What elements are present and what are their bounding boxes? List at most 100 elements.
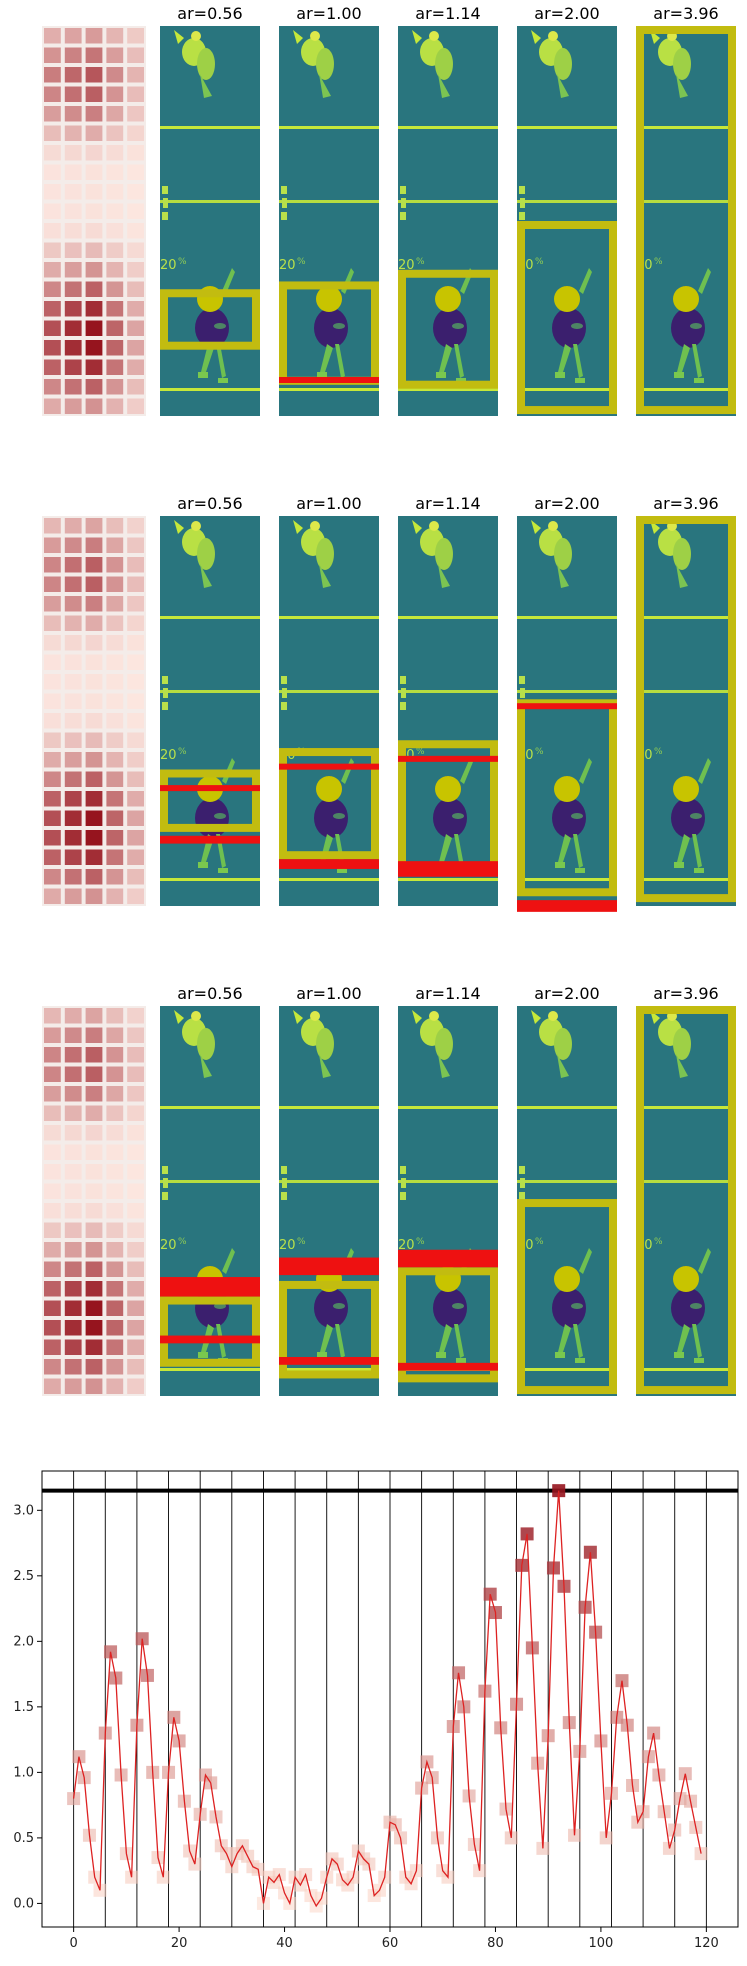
detection-box xyxy=(160,1296,260,1367)
heatmap-cell xyxy=(106,223,124,239)
heatmap-cell xyxy=(127,557,144,573)
heatmap-cell xyxy=(106,1164,124,1180)
heatmap-cell xyxy=(85,164,103,180)
heatmap-cell xyxy=(127,1359,144,1375)
heatmap-cell xyxy=(106,203,124,219)
heatmap-cell xyxy=(44,869,61,885)
panel-row: ar=0.56 ar=1.00 ar=1.14 ar=2.00 ar=3.96 xyxy=(42,4,736,416)
red-bar-marker xyxy=(279,1257,379,1276)
heatmap-cell xyxy=(44,1281,61,1297)
frame-title: ar=1.00 xyxy=(296,494,361,513)
ball-marker xyxy=(316,776,342,802)
heatmap-cell xyxy=(127,281,144,297)
frame-panel: ar=3.96 xyxy=(636,4,736,416)
heatmap-cell xyxy=(85,1378,103,1394)
data-point-marker xyxy=(552,1484,566,1498)
heatmap-cell xyxy=(44,1125,61,1141)
heatmap-cell xyxy=(44,1105,61,1121)
heatmap-cell xyxy=(64,262,82,278)
heatmap-cell xyxy=(64,869,82,885)
heatmap-cell xyxy=(127,106,144,122)
heatmap-cell xyxy=(127,223,144,239)
heatmap-cell xyxy=(85,752,103,768)
heatmap-cell xyxy=(85,223,103,239)
heatmap-cell xyxy=(127,86,144,102)
panel-row: ar=0.56 ar=1.00 ar=1.14 ar=2.00 ar=3.96 xyxy=(42,984,736,1396)
heatmap-cell xyxy=(106,262,124,278)
heatmap-cell xyxy=(64,242,82,258)
red-bar-marker xyxy=(398,861,498,877)
red-bar-marker xyxy=(160,1277,260,1297)
heatmap-cell xyxy=(44,125,61,141)
heatmap-cell xyxy=(85,1242,103,1258)
heatmap-cell xyxy=(85,771,103,787)
heatmap-cell xyxy=(85,379,103,395)
heatmap-cell xyxy=(106,771,124,787)
heatmap-cell xyxy=(106,635,124,651)
heatmap-cell xyxy=(44,164,61,180)
heatmap-cell xyxy=(127,1183,144,1199)
heatmap-cell xyxy=(127,1144,144,1160)
heatmap-cell xyxy=(44,1183,61,1199)
heatmap-cell xyxy=(44,86,61,102)
heatmap-cell xyxy=(106,810,124,826)
heatmap-cell xyxy=(44,596,61,612)
heatmap-cell xyxy=(127,1066,144,1082)
heatmap-cell xyxy=(127,674,144,690)
heatmap-cell xyxy=(44,1164,61,1180)
frame-panel: ar=0.56 xyxy=(160,4,260,416)
heatmap-cell xyxy=(44,810,61,826)
detection-box xyxy=(636,1006,736,1395)
heatmap-cell xyxy=(64,1222,82,1238)
heatmap-cell xyxy=(64,203,82,219)
heatmap-cell xyxy=(106,732,124,748)
heatmap-cell xyxy=(127,537,144,553)
heatmap-cell xyxy=(106,1008,124,1024)
heatmap-cell xyxy=(106,1222,124,1238)
heatmap-cell xyxy=(106,1359,124,1375)
heatmap-cell xyxy=(106,596,124,612)
heatmap-cell xyxy=(106,106,124,122)
heatmap-cell xyxy=(85,359,103,375)
red-bar-marker xyxy=(398,1362,498,1371)
heatmap-cell xyxy=(127,1320,144,1336)
y-tick-label: 2.5 xyxy=(13,1569,34,1584)
heatmap-cell xyxy=(106,47,124,63)
heatmap-cell xyxy=(44,1242,61,1258)
frame-panel: ar=0.56 xyxy=(160,494,260,906)
heatmap-cell xyxy=(106,752,124,768)
heatmap-cell xyxy=(127,1339,144,1355)
heatmap-cell xyxy=(106,693,124,709)
heatmap-cell xyxy=(85,1125,103,1141)
heatmap-cell xyxy=(85,1261,103,1277)
heatmap-cell xyxy=(106,1242,124,1258)
y-tick-label: 0.0 xyxy=(13,1896,34,1911)
ball-marker xyxy=(554,1266,580,1292)
heatmap-cell xyxy=(106,184,124,200)
red-bar-marker xyxy=(517,703,617,710)
x-tick-label: 0 xyxy=(69,1936,77,1951)
heatmap-cell xyxy=(127,693,144,709)
heatmap-cell xyxy=(44,693,61,709)
heatmap-cell xyxy=(127,771,144,787)
heatmap-cell xyxy=(127,830,144,846)
heatmap-cell xyxy=(106,576,124,592)
red-bar-marker xyxy=(279,1357,379,1365)
heatmap-cell xyxy=(64,1320,82,1336)
heatmap-cell xyxy=(127,1242,144,1258)
heatmap-cell xyxy=(106,830,124,846)
heatmap-cell xyxy=(127,164,144,180)
heatmap-cell xyxy=(85,1164,103,1180)
heatmap-cell xyxy=(44,1144,61,1160)
heatmap-cell xyxy=(85,281,103,297)
heatmap-cell xyxy=(85,47,103,63)
heatmap-cell xyxy=(44,615,61,631)
heatmap-cell xyxy=(106,359,124,375)
heatmap-cell xyxy=(127,1164,144,1180)
heatmap-cell xyxy=(85,184,103,200)
red-bar-marker xyxy=(398,1249,498,1268)
heatmap-cell xyxy=(85,1047,103,1063)
heatmap-strip xyxy=(42,1006,146,1396)
detection-box xyxy=(279,748,379,860)
